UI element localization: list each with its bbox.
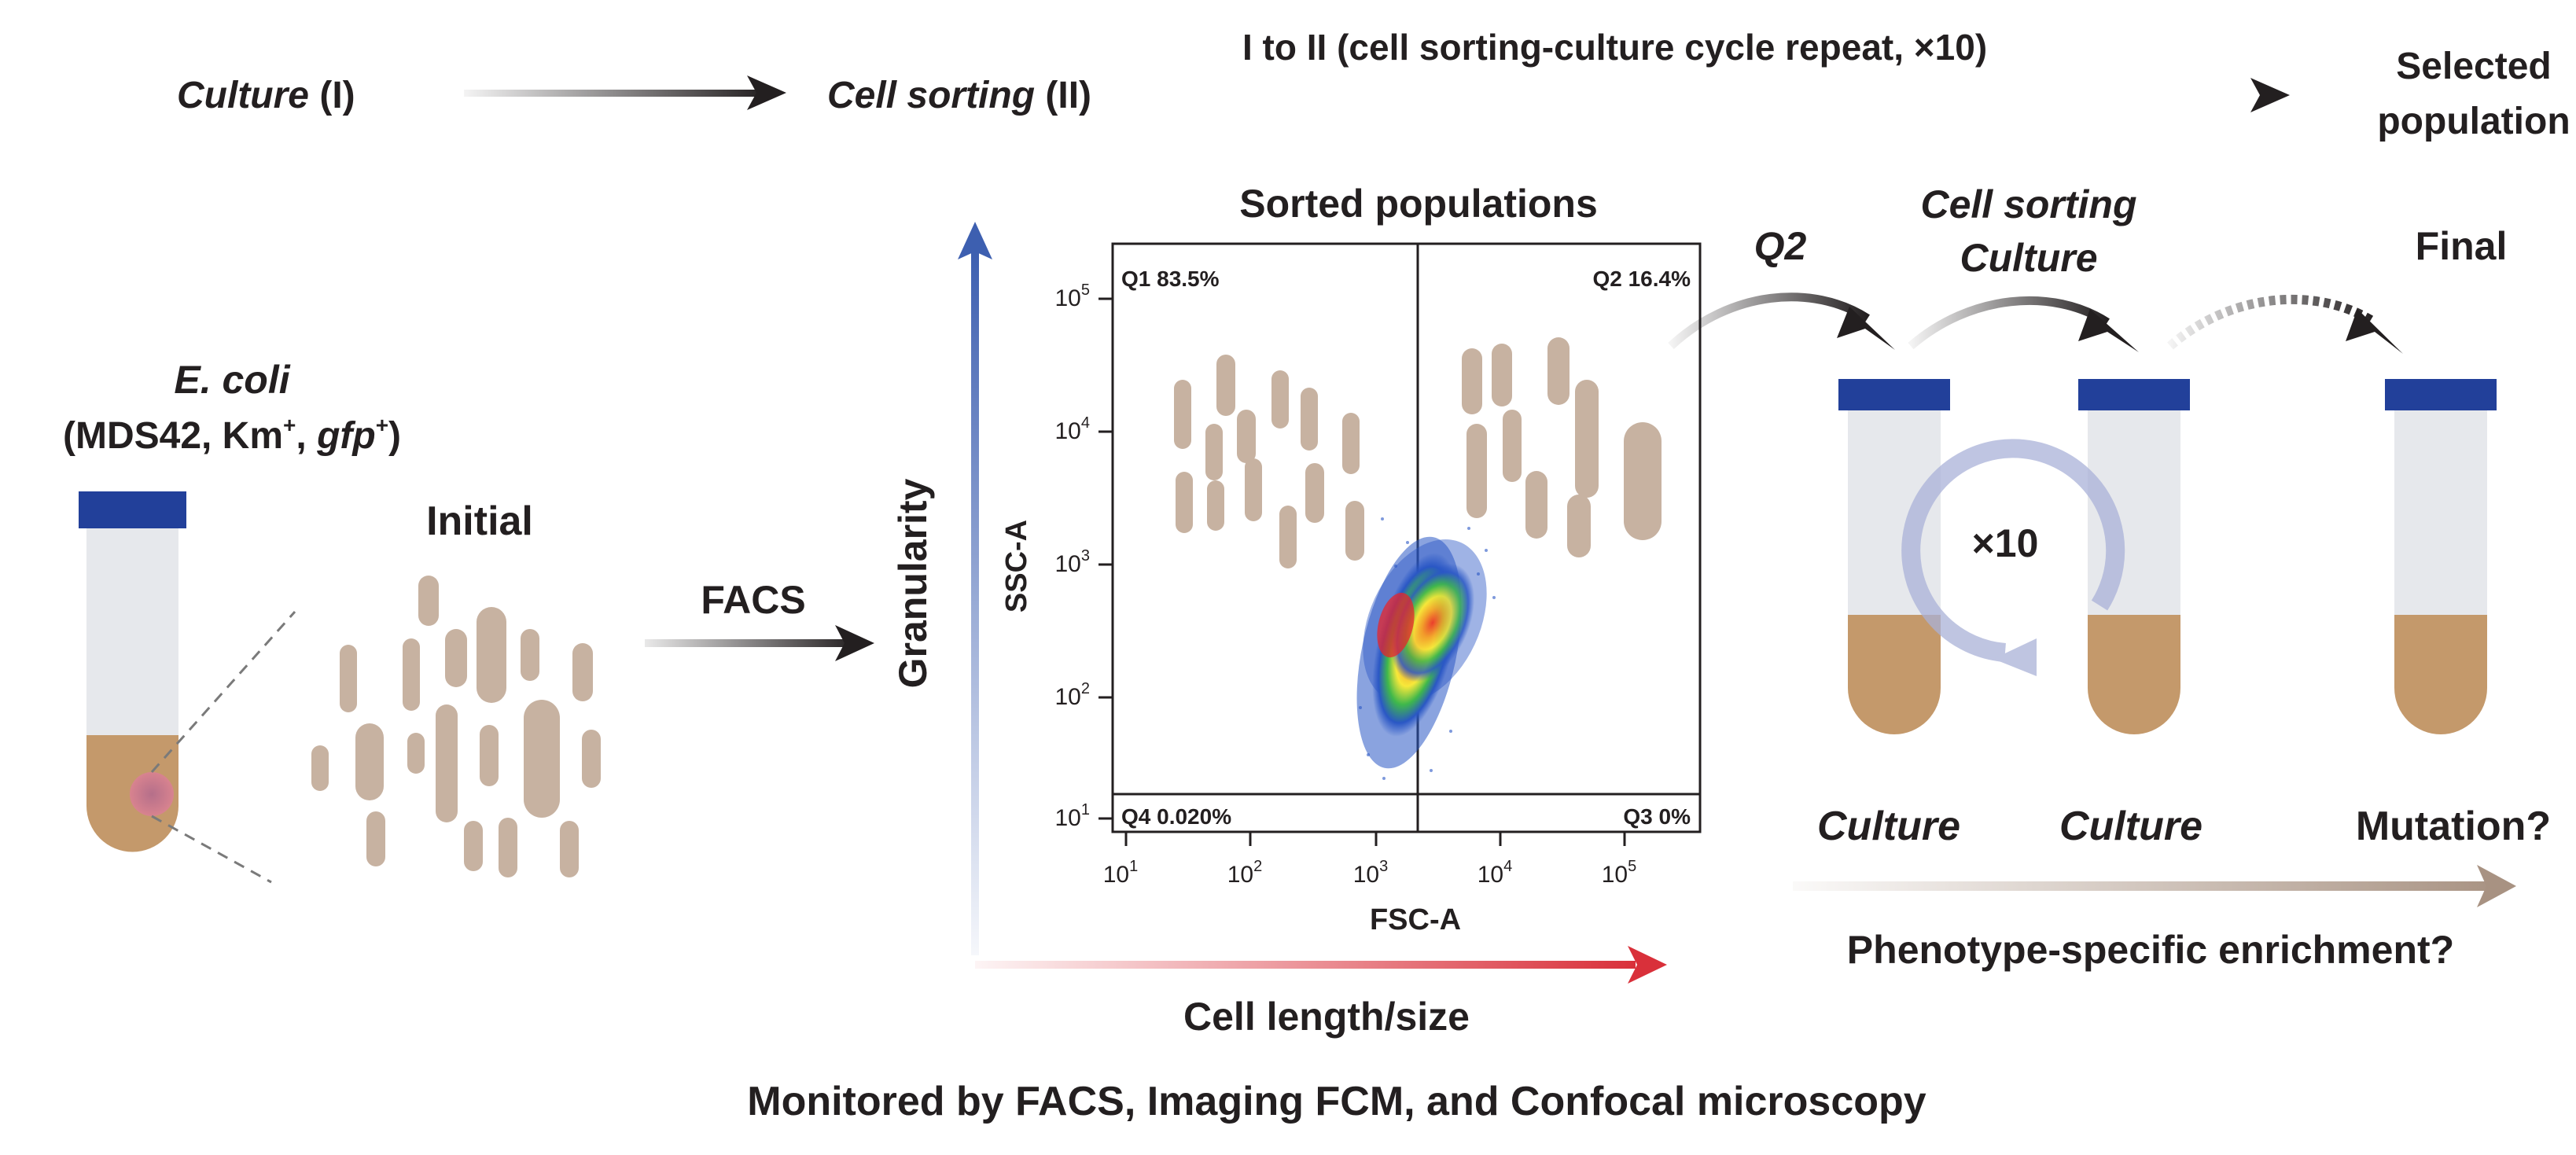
granularity-label: Granularity <box>891 478 935 688</box>
strain-label: E. coli (MDS42, Km+, gfp+) <box>63 358 401 457</box>
facs-label: FACS <box>701 578 805 622</box>
quadrant-q1-label: Q1 83.5% <box>1121 267 1220 291</box>
initial-label: Initial <box>426 498 533 544</box>
final-tube <box>2385 379 2497 734</box>
cycle-culture-label: Culture <box>1960 236 2098 280</box>
sorting-step-label: Cell sorting (II) <box>827 75 1091 116</box>
strain-genotype: (MDS42, Km+, gfp+) <box>63 413 401 457</box>
sorting-culture-arrow <box>1908 296 2139 352</box>
cycle-sorting-label: Cell sorting <box>1920 182 2136 226</box>
density-scatter <box>1356 517 1496 780</box>
y-tick-label: 105 <box>1055 281 1091 311</box>
tube-cap <box>79 491 186 528</box>
culture-to-sorting-arrow <box>464 75 786 110</box>
selected-label-line1: Selected <box>2396 46 2551 87</box>
y-axis-ticks <box>1098 297 1113 820</box>
y-tick-label: 101 <box>1055 801 1091 831</box>
repeat-dashed-arrow <box>1219 78 2290 112</box>
enrichment-arrow <box>1793 865 2516 907</box>
x-axis-tick-labels: 101 102 103 104 105 <box>1103 858 1637 888</box>
x-tick-label: 105 <box>1602 858 1637 888</box>
x-tick-label: 102 <box>1227 858 1263 888</box>
to-final-dotted-arrow <box>2167 294 2403 354</box>
y-tick-label: 103 <box>1055 547 1091 577</box>
selected-label-line2: population <box>2377 101 2570 142</box>
strain-name: E. coli <box>174 358 290 402</box>
x-tick-label: 103 <box>1353 858 1389 888</box>
cycle-ring <box>1901 439 2125 676</box>
x-axis-ticks <box>1124 832 1626 846</box>
culture-step-label: Culture (I) <box>177 75 355 116</box>
zoom-line-bottom <box>151 815 272 884</box>
plot-x-label: FSC-A <box>1370 903 1461 936</box>
facs-arrow <box>645 625 874 661</box>
y-tick-label: 104 <box>1055 414 1091 444</box>
quadrant-q4-label: Q4 0.020% <box>1121 804 1231 829</box>
monitoring-caption: Monitored by FACS, Imaging FCM, and Conf… <box>747 1079 1926 1124</box>
x-tick-label: 101 <box>1103 858 1139 888</box>
q2-cell-shapes <box>1462 337 1662 557</box>
mutation-label: Mutation? <box>2356 804 2551 849</box>
cell-length-axis <box>975 946 1667 984</box>
granularity-axis <box>958 222 992 955</box>
cycle-tube-1 <box>1838 379 1950 734</box>
culture-label-2: Culture <box>2059 804 2202 849</box>
cycle-tube-2 <box>2078 379 2190 734</box>
initial-culture-tube <box>79 491 296 884</box>
y-axis-tick-labels: 101 102 103 104 105 <box>1055 281 1091 831</box>
y-tick-label: 102 <box>1055 680 1091 710</box>
magnified-spot <box>130 772 174 816</box>
q1-cell-shapes <box>1174 355 1364 568</box>
final-label: Final <box>2416 224 2508 268</box>
top-flow: Culture (I) Cell sorting (II) I to II (c… <box>177 27 2570 142</box>
tube-cap <box>2078 379 2190 410</box>
zoom-line-top <box>150 611 296 773</box>
tube-cap <box>1838 379 1950 410</box>
cycle-repeat-label: ×10 <box>1972 521 2039 565</box>
tube-cap <box>2385 379 2497 410</box>
quadrant-q2-label: Q2 16.4% <box>1592 267 1691 291</box>
q2-label: Q2 <box>1754 224 1807 268</box>
plot-title: Sorted populations <box>1239 182 1598 226</box>
repeat-cycle-label: I to II (cell sorting-culture cycle repe… <box>1242 27 1987 68</box>
quadrant-q3-label: Q3 0% <box>1623 804 1691 829</box>
initial-cell-population <box>311 576 601 877</box>
cell-length-label: Cell length/size <box>1183 995 1470 1039</box>
plot-y-label: SSC-A <box>1000 520 1033 612</box>
enrichment-label: Phenotype-specific enrichment? <box>1847 928 2454 972</box>
culture-label-1: Culture <box>1817 804 1960 849</box>
x-tick-label: 104 <box>1478 858 1513 888</box>
q2-to-tube-arrow <box>1668 292 1895 350</box>
facs-plot: Q1 83.5% Q2 16.4% Q3 0% Q4 0.020% 101 10… <box>1000 242 1702 936</box>
